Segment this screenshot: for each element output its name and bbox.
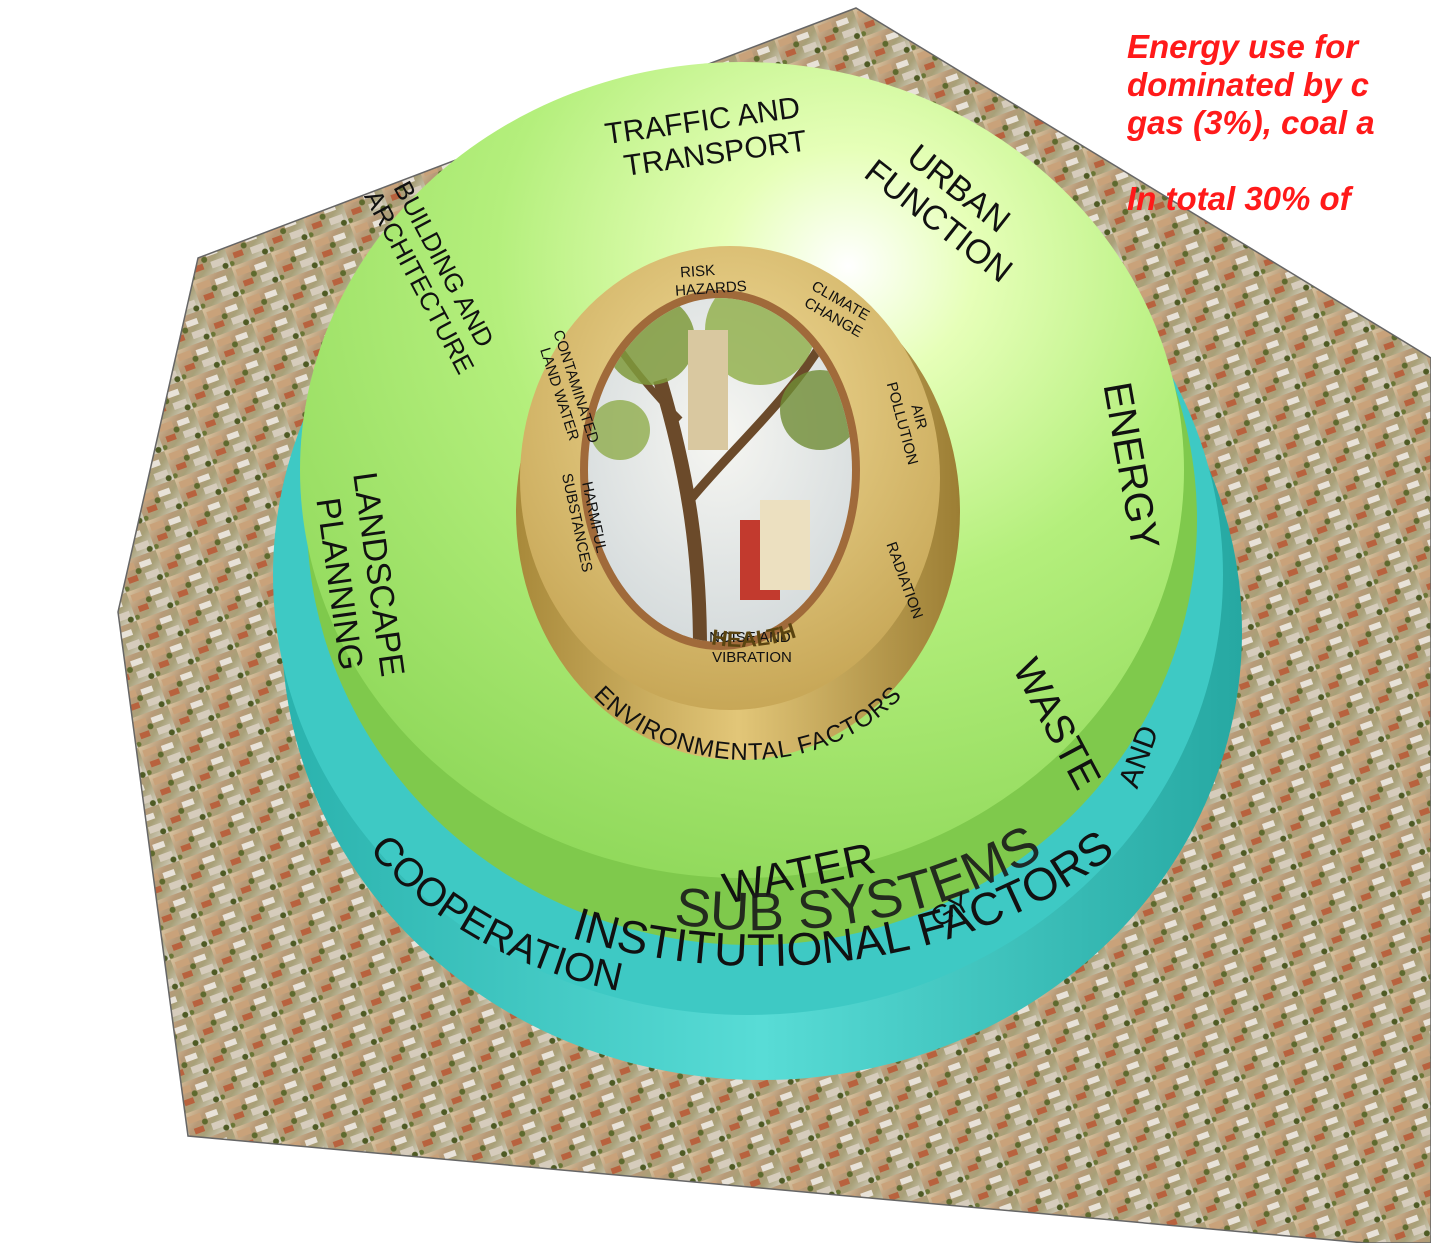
risk-hazards-label: RISK HAZARDS: [673, 260, 747, 300]
energy-callout: Energy use for dominated by c gas (3%), …: [1127, 28, 1431, 218]
tree-photo: [580, 290, 860, 650]
callout-total: In total 30% of: [1127, 180, 1351, 217]
noise-vibration-label: NOISE AND VIBRATION: [709, 629, 795, 666]
callout-line-1: Energy use for: [1127, 28, 1359, 65]
callout-line-2: dominated by c: [1127, 66, 1370, 103]
callout-line-3: gas (3%), coal a: [1127, 104, 1375, 141]
